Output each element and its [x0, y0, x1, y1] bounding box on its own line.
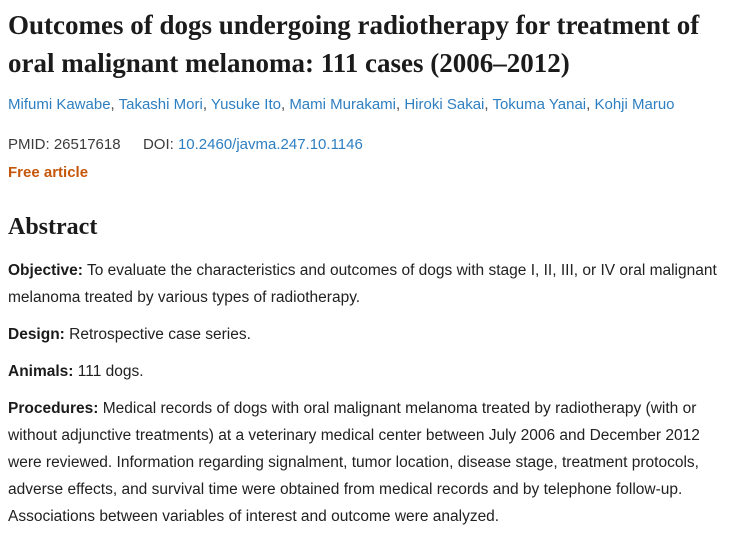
doi-link[interactable]: 10.2460/javma.247.10.1146	[177, 136, 363, 153]
abstract-heading: Abstract	[8, 214, 98, 240]
abstract-section-label: Objective:	[8, 262, 83, 279]
article-title: Outcomes of dogs undergoing radiotherapy…	[8, 10, 700, 78]
pmid-value: 26517618	[53, 136, 121, 153]
abstract-section-label: Animals:	[8, 363, 74, 380]
abstract-section-text: To evaluate the characteristics and outc…	[8, 262, 717, 306]
authors-list: Mifumi Kawabe, Takashi Mori, Yusuke Ito,…	[8, 95, 723, 114]
abstract-paragraph: Animals: 111 dogs.	[8, 358, 723, 385]
abstract-section-text: Medical records of dogs with oral malign…	[8, 400, 700, 525]
author-separator: ,	[202, 96, 211, 113]
identifiers-row: PMID: 26517618 DOI: 10.2460/javma.247.10…	[8, 136, 723, 154]
abstract-section-label: Design:	[8, 326, 65, 343]
author-link[interactable]: Mami Murakami	[289, 96, 396, 113]
free-article-badge: Free article	[8, 164, 89, 181]
author-separator: ,	[110, 96, 119, 113]
author-link[interactable]: Mifumi Kawabe	[8, 96, 111, 113]
author-link[interactable]: Kohji Maruo	[594, 96, 675, 113]
abstract-paragraph: Procedures: Medical records of dogs with…	[8, 395, 723, 530]
abstract-section-label: Procedures:	[8, 400, 99, 417]
abstract-section-text: Retrospective case series.	[64, 326, 251, 343]
abstract-paragraph: Objective: To evaluate the characteristi…	[8, 257, 723, 311]
abstract-paragraph: Design: Retrospective case series.	[8, 321, 723, 348]
author-separator: ,	[396, 96, 405, 113]
author-separator: ,	[280, 96, 290, 113]
author-separator: ,	[586, 96, 595, 113]
author-separator: ,	[484, 96, 493, 113]
doi-label: DOI:	[142, 136, 174, 153]
author-link[interactable]: Hiroki Sakai	[404, 96, 485, 113]
abstract-section-text: 111 dogs.	[73, 363, 144, 380]
author-link[interactable]: Yusuke Ito	[210, 96, 281, 113]
abstract-body: Objective: To evaluate the characteristi…	[8, 257, 723, 530]
pmid-label: PMID:	[8, 136, 50, 153]
author-link[interactable]: Takashi Mori	[118, 96, 203, 113]
author-link[interactable]: Tokuma Yanai	[492, 96, 587, 113]
